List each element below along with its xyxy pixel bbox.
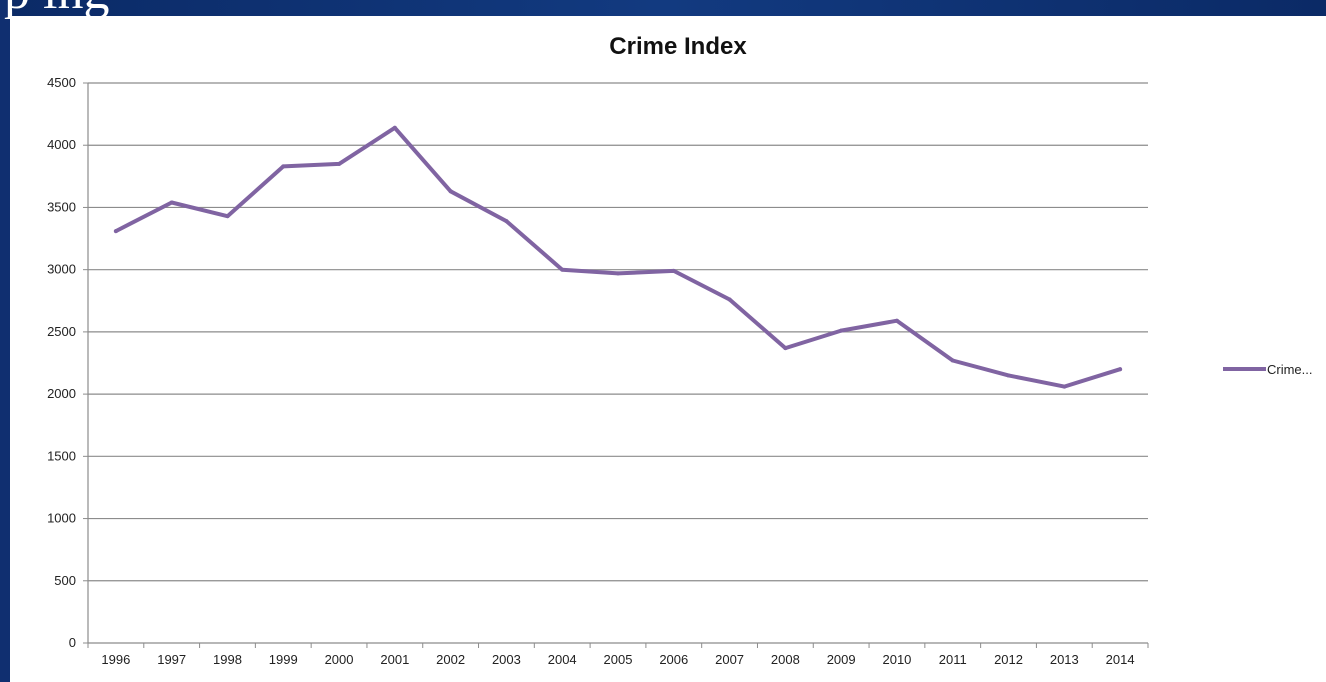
x-tick-label: 2001: [380, 652, 409, 667]
legend-label: Crime...: [1267, 362, 1313, 377]
x-tick-label: 2007: [715, 652, 744, 667]
x-tick-label: 1997: [157, 652, 186, 667]
slide-title-fragment: p ing: [4, 0, 109, 21]
x-tick-label: 2002: [436, 652, 465, 667]
x-tick-label: 2014: [1106, 652, 1135, 667]
data-point: [950, 358, 955, 363]
data-point: [671, 268, 676, 273]
x-tick-label: 2009: [827, 652, 856, 667]
x-tick-label: 2004: [548, 652, 577, 667]
data-point: [1062, 384, 1067, 389]
data-point: [113, 229, 118, 234]
data-point: [392, 125, 397, 130]
x-tick-label: 2005: [604, 652, 633, 667]
data-point: [1006, 373, 1011, 378]
y-tick-label: 3500: [47, 199, 76, 214]
x-tick-label: 1998: [213, 652, 242, 667]
x-tick-label: 2012: [994, 652, 1023, 667]
y-tick-label: 4000: [47, 137, 76, 152]
axes: [87, 83, 1148, 644]
y-axis-ticks: 0 500 1000 1500 2000 2500 3000 3500 4000 4500: [47, 75, 88, 650]
data-point: [839, 328, 844, 333]
y-tick-label: 500: [54, 573, 76, 588]
data-point: [504, 219, 509, 224]
x-tick-label: 2011: [939, 652, 967, 667]
data-point: [1118, 367, 1123, 372]
data-point: [225, 214, 230, 219]
x-axis-ticks: 1996 1997 1998 1999 2000 2001 2002 2003 2004 2005…: [87, 643, 1149, 667]
x-tick-label: 2013: [1050, 652, 1079, 667]
legend: Crime...: [1223, 362, 1313, 377]
series-group: [113, 125, 1123, 389]
data-point: [616, 271, 620, 276]
x-tick-label: 2010: [882, 652, 911, 667]
x-tick-label: 2003: [492, 652, 521, 667]
y-tick-label: 1500: [47, 448, 76, 463]
x-tick-label: 2006: [659, 652, 688, 667]
data-point: [281, 164, 286, 169]
data-point: [727, 297, 732, 302]
y-tick-label: 2500: [47, 324, 76, 339]
x-tick-label: 2008: [771, 652, 800, 667]
y-tick-label: 2000: [47, 386, 76, 401]
x-tick-label: 1996: [101, 652, 130, 667]
data-point: [783, 346, 788, 351]
chart-title: Crime Index: [609, 33, 747, 60]
data-point: [894, 318, 899, 323]
data-point: [169, 200, 174, 205]
data-point: [560, 267, 565, 272]
line-chart: Crime Index 0 500 1000 1500 2000 2500 3000 3500…: [47, 33, 1313, 667]
y-tick-label: 4500: [47, 75, 76, 90]
x-tick-label: 2000: [325, 652, 354, 667]
slide-left-strip: [0, 0, 10, 682]
y-tick-label: 3000: [47, 262, 76, 277]
series-line: [113, 125, 1123, 389]
data-point: [448, 189, 453, 194]
y-tick-label: 1000: [47, 511, 76, 526]
data-point: [337, 161, 342, 166]
chart-panel: Crime Index 0 500 1000 1500 2000 2500 3000 3500…: [10, 16, 1326, 682]
gridlines: [88, 82, 1148, 582]
y-tick-label: 0: [69, 635, 76, 650]
x-tick-label: 1999: [269, 652, 298, 667]
